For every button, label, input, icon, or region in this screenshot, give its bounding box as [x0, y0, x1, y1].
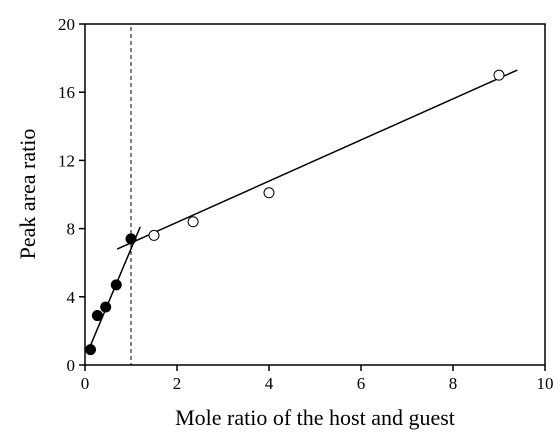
x-axis-title: Mole ratio of the host and guest	[175, 405, 455, 430]
y-tick-label: 16	[58, 83, 75, 102]
x-tick-label: 0	[81, 374, 90, 393]
x-tick-label: 6	[357, 374, 366, 393]
fit-lines	[86, 69, 518, 354]
open-data-point	[187, 216, 199, 228]
x-tick-label: 2	[173, 374, 182, 393]
x-tick-label: 8	[449, 374, 458, 393]
filled-data-point	[91, 310, 103, 322]
open-data-point	[148, 229, 160, 241]
x-tick-label: 10	[537, 374, 554, 393]
fit-line	[86, 226, 141, 354]
y-axis-title: Peak area ratio	[15, 129, 40, 260]
ticks: 0 2 4 6 8 10 0 4 8 12 16 20	[58, 15, 554, 393]
x-tick-label: 4	[265, 374, 274, 393]
fit-line	[116, 69, 518, 250]
filled-data-point	[85, 344, 97, 356]
filled-data-point	[110, 279, 122, 291]
y-tick-label: 20	[58, 15, 75, 34]
y-tick-label: 8	[67, 220, 76, 239]
y-tick-label: 12	[58, 151, 75, 170]
open-data-point	[493, 69, 505, 81]
y-tick-label: 0	[67, 356, 76, 375]
plot-frame	[84, 23, 546, 366]
y-tick-label: 4	[67, 288, 76, 307]
data-points	[85, 69, 505, 356]
open-data-point	[263, 187, 275, 199]
filled-data-point	[125, 233, 137, 245]
filled-data-point	[100, 301, 112, 313]
